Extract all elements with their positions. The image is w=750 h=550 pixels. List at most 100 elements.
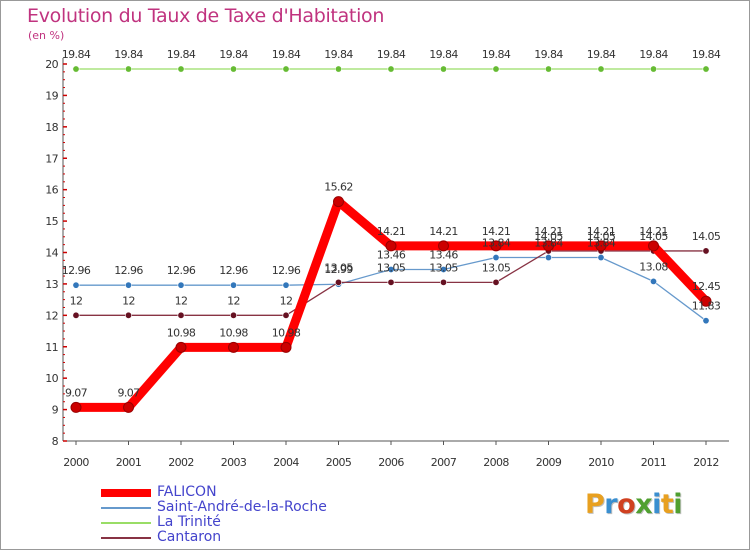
data-label: 12 [70, 294, 83, 307]
x-tick-label: 2008 [483, 456, 509, 469]
data-label: 14.05 [692, 230, 721, 243]
data-label: 12.99 [324, 263, 353, 276]
x-tick-label: 2005 [326, 456, 352, 469]
data-label: 13.84 [587, 237, 616, 250]
data-point [177, 281, 185, 289]
data-point [230, 281, 238, 289]
data-point [492, 65, 500, 73]
legend-swatch [101, 507, 151, 509]
data-point [230, 311, 238, 319]
x-tick-label: 2003 [221, 456, 247, 469]
data-point [597, 65, 605, 73]
data-point [595, 240, 607, 252]
data-point [649, 65, 657, 73]
data-label: 19.84 [692, 48, 721, 61]
data-point [387, 265, 395, 273]
data-label: 9.07 [65, 386, 88, 399]
logo-letter: P [585, 489, 605, 520]
y-tick-label: 8 [52, 435, 59, 448]
data-label: 12 [280, 294, 293, 307]
legend-label: La Trinité [157, 514, 221, 530]
data-label: 19.84 [324, 48, 353, 61]
data-point [177, 311, 185, 319]
data-point [72, 281, 80, 289]
legend-label: Saint-André-de-la-Roche [157, 499, 327, 515]
y-tick-label: 20 [45, 58, 58, 71]
data-label: 14.21 [534, 225, 563, 238]
data-point [125, 311, 133, 319]
data-point [492, 278, 500, 286]
data-label: 14.05 [587, 230, 616, 243]
data-label: 19.84 [62, 48, 91, 61]
data-point [439, 65, 447, 73]
logo-letter: i [652, 489, 661, 520]
legend-label: FALICON [157, 484, 217, 500]
x-tick-label: 2007 [431, 456, 457, 469]
data-point [177, 65, 185, 73]
data-label: 12.96 [167, 264, 196, 277]
chart-title: Evolution du Taux de Taxe d'Habitation [27, 5, 385, 27]
data-point [387, 65, 395, 73]
data-point [70, 401, 82, 413]
data-label: 13.05 [377, 261, 406, 274]
data-point [125, 65, 133, 73]
data-label: 10.98 [219, 326, 248, 339]
data-label: 12 [122, 294, 135, 307]
legend-item-la-trinite: La Trinité [101, 514, 401, 530]
y-tick-label: 12 [45, 309, 58, 322]
data-point [125, 281, 133, 289]
data-label: 14.21 [482, 225, 511, 238]
x-tick-label: 2012 [693, 456, 719, 469]
data-label: 12 [175, 294, 188, 307]
data-label: 19.84 [377, 48, 406, 61]
data-label: 19.84 [534, 48, 563, 61]
data-label: 12.96 [272, 264, 301, 277]
x-tick-label: 2001 [116, 456, 142, 469]
legend-item-cantaron: Cantaron [101, 529, 401, 545]
legend-swatch [101, 489, 151, 497]
data-point [333, 196, 344, 208]
data-point [334, 278, 342, 286]
data-label: 19.84 [429, 48, 458, 61]
x-tick-label: 2002 [168, 456, 194, 469]
y-tick-label: 11 [45, 341, 58, 354]
data-label: 14.21 [377, 225, 406, 238]
proxiti-logo: Proxiti [585, 489, 683, 520]
data-label: 14.21 [429, 225, 458, 238]
data-point [702, 65, 710, 73]
y-tick-label: 14 [45, 247, 58, 260]
data-point [334, 65, 342, 73]
data-point [228, 341, 239, 353]
data-point [543, 240, 554, 252]
data-point [700, 295, 712, 307]
logo-letter: x [635, 489, 653, 520]
x-tick-label: 2006 [378, 456, 404, 469]
data-label: 19.84 [639, 48, 668, 61]
data-point [282, 281, 290, 289]
data-point [648, 240, 659, 252]
y-tick-label: 15 [45, 215, 58, 228]
data-label: 9.07 [117, 386, 140, 399]
data-point [492, 254, 500, 262]
x-tick-label: 2011 [641, 456, 667, 469]
legend-swatch [101, 522, 151, 524]
data-label: 10.98 [167, 326, 196, 339]
logo-letter: t [660, 489, 674, 520]
legend-label: Cantaron [157, 529, 222, 545]
data-label: 13.46 [377, 248, 406, 261]
x-tick-label: 2010 [588, 456, 614, 469]
data-point [72, 65, 80, 73]
data-label: 14.05 [639, 230, 668, 243]
y-tick-label: 18 [45, 121, 58, 134]
y-tick-label: 9 [52, 404, 59, 417]
data-point [387, 278, 395, 286]
data-label: 19.84 [219, 48, 248, 61]
x-tick-label: 2009 [536, 456, 562, 469]
y-tick-label: 19 [45, 89, 58, 102]
data-point [544, 254, 552, 262]
data-point [702, 247, 710, 255]
data-point [544, 65, 552, 73]
data-point [702, 317, 710, 325]
